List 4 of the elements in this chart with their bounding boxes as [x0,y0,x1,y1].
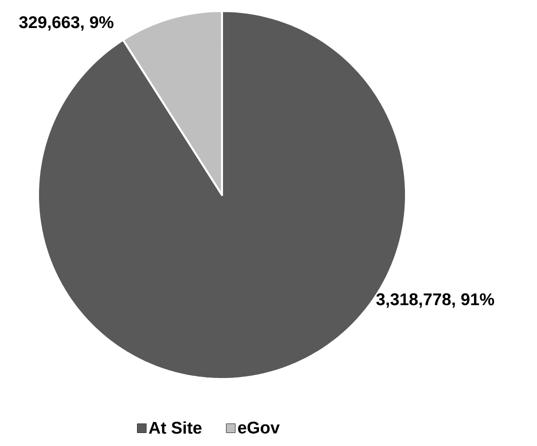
legend-label: eGov [238,422,280,434]
data-label: 3,318,778, 91% [376,293,494,308]
legend-label: At Site [148,421,202,434]
data-label: 329,663, 9% [19,16,114,31]
